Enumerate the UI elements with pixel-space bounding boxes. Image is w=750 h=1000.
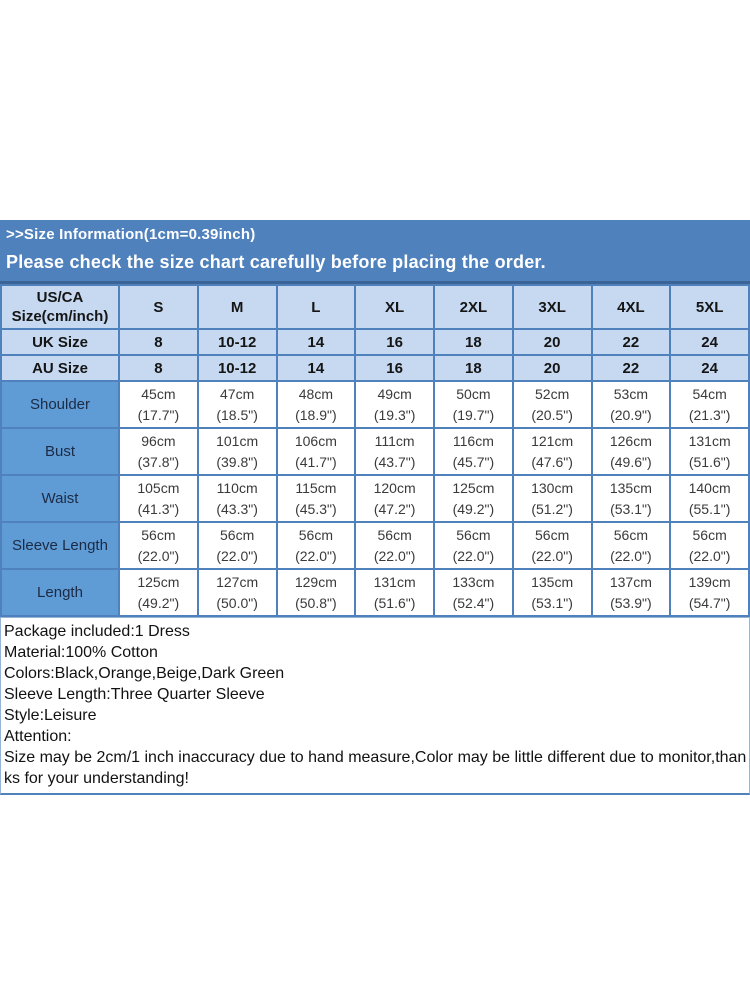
size-value-cell: 131cm (51.6") xyxy=(354,568,435,617)
measurement-row-sleeve-length: Sleeve Length 56cm (22.0") 56cm (22.0") … xyxy=(0,521,750,570)
size-value-cell: 56cm (22.0") xyxy=(590,521,672,570)
size-chart-table: US/CA Size(cm/inch) S M L XL 2XL 3XL 4XL… xyxy=(0,284,750,617)
size-col-header: 3XL xyxy=(511,284,593,330)
size-value-cell: 127cm (50.0") xyxy=(196,568,278,617)
size-col-header: L xyxy=(275,284,357,330)
measurement-row-length: Length 125cm (49.2") 127cm (50.0") 129cm… xyxy=(0,568,750,617)
row-label-cell: AU Size xyxy=(0,354,120,382)
size-col-header: 2XL xyxy=(433,284,514,330)
size-value-cell: 125cm (49.2") xyxy=(433,474,514,523)
size-col-header: 5XL xyxy=(669,284,750,330)
detail-sleeve-length: Sleeve Length:Three Quarter Sleeve xyxy=(4,686,265,703)
size-value-cell: 133cm (52.4") xyxy=(433,568,514,617)
au-size-cell: 20 xyxy=(511,354,593,382)
row-label-cell: Length xyxy=(0,568,120,617)
uk-size-row: UK Size 8 10-12 14 16 18 20 22 24 xyxy=(0,328,750,356)
measurement-row-shoulder: Shoulder 45cm (17.7") 47cm (18.5") 48cm … xyxy=(0,380,750,429)
top-whitespace xyxy=(0,0,750,220)
measurement-row-bust: Bust 96cm (37.8") 101cm (39.8") 106cm (4… xyxy=(0,427,750,476)
size-value-cell: 47cm (18.5") xyxy=(196,380,278,429)
size-value-cell: 56cm (22.0") xyxy=(354,521,435,570)
size-value-cell: 125cm (49.2") xyxy=(118,568,199,617)
size-value-cell: 56cm (22.0") xyxy=(275,521,357,570)
size-col-header: XL xyxy=(354,284,435,330)
uk-size-cell: 10-12 xyxy=(196,328,278,356)
size-value-cell: 56cm (22.0") xyxy=(433,521,514,570)
row-label-cell: Bust xyxy=(0,427,120,476)
uk-size-cell: 16 xyxy=(354,328,435,356)
size-value-cell: 48cm (18.9") xyxy=(275,380,357,429)
size-value-cell: 52cm (20.5") xyxy=(511,380,593,429)
uk-size-cell: 22 xyxy=(590,328,672,356)
au-size-cell: 22 xyxy=(590,354,672,382)
size-info-banner: >>Size Information(1cm=0.39inch) Please … xyxy=(0,220,750,284)
row-label-cell: Waist xyxy=(0,474,120,523)
size-value-cell: 120cm (47.2") xyxy=(354,474,435,523)
size-value-cell: 105cm (41.3") xyxy=(118,474,199,523)
size-value-cell: 106cm (41.7") xyxy=(275,427,357,476)
size-value-cell: 50cm (19.7") xyxy=(433,380,514,429)
banner-subtitle: Please check the size chart carefully be… xyxy=(6,252,546,272)
uk-size-cell: 20 xyxy=(511,328,593,356)
au-size-cell: 18 xyxy=(433,354,514,382)
banner-title: >>Size Information(1cm=0.39inch) xyxy=(6,226,256,243)
au-size-cell: 16 xyxy=(354,354,435,382)
detail-material: Material:100% Cotton xyxy=(4,644,158,661)
au-size-cell: 24 xyxy=(669,354,750,382)
detail-attention-text: Size may be 2cm/1 inch inaccuracy due to… xyxy=(4,749,747,787)
size-value-cell: 135cm (53.1") xyxy=(511,568,593,617)
uk-size-cell: 8 xyxy=(118,328,199,356)
size-value-cell: 139cm (54.7") xyxy=(669,568,750,617)
row-label-cell: UK Size xyxy=(0,328,120,356)
uk-size-cell: 18 xyxy=(433,328,514,356)
size-value-cell: 126cm (49.6") xyxy=(590,427,672,476)
size-value-cell: 137cm (53.9") xyxy=(590,568,672,617)
size-value-cell: 116cm (45.7") xyxy=(433,427,514,476)
size-header-row: US/CA Size(cm/inch) S M L XL 2XL 3XL 4XL… xyxy=(0,284,750,330)
size-value-cell: 131cm (51.6") xyxy=(669,427,750,476)
size-value-cell: 56cm (22.0") xyxy=(511,521,593,570)
corner-header-cell: US/CA Size(cm/inch) xyxy=(0,284,120,330)
size-value-cell: 101cm (39.8") xyxy=(196,427,278,476)
size-col-header: 4XL xyxy=(590,284,672,330)
size-value-cell: 115cm (45.3") xyxy=(275,474,357,523)
size-value-cell: 130cm (51.2") xyxy=(511,474,593,523)
au-size-row: AU Size 8 10-12 14 16 18 20 22 24 xyxy=(0,354,750,382)
size-value-cell: 56cm (22.0") xyxy=(669,521,750,570)
size-value-cell: 111cm (43.7") xyxy=(354,427,435,476)
size-value-cell: 56cm (22.0") xyxy=(118,521,199,570)
size-value-cell: 53cm (20.9") xyxy=(590,380,672,429)
detail-package: Package included:1 Dress xyxy=(4,623,190,640)
size-value-cell: 135cm (53.1") xyxy=(590,474,672,523)
size-value-cell: 54cm (21.3") xyxy=(669,380,750,429)
au-size-cell: 10-12 xyxy=(196,354,278,382)
size-col-header: S xyxy=(118,284,199,330)
row-label-cell: Shoulder xyxy=(0,380,120,429)
size-value-cell: 96cm (37.8") xyxy=(118,427,199,476)
detail-colors: Colors:Black,Orange,Beige,Dark Green xyxy=(4,665,285,682)
detail-attention-label: Attention: xyxy=(4,728,72,745)
detail-style: Style:Leisure xyxy=(4,707,97,724)
row-label-cell: Sleeve Length xyxy=(0,521,120,570)
size-col-header: M xyxy=(196,284,278,330)
size-value-cell: 140cm (55.1") xyxy=(669,474,750,523)
au-size-cell: 8 xyxy=(118,354,199,382)
product-details: Package included:1 Dress Material:100% C… xyxy=(0,617,750,795)
uk-size-cell: 24 xyxy=(669,328,750,356)
size-value-cell: 121cm (47.6") xyxy=(511,427,593,476)
size-value-cell: 56cm (22.0") xyxy=(196,521,278,570)
size-value-cell: 110cm (43.3") xyxy=(196,474,278,523)
size-value-cell: 129cm (50.8") xyxy=(275,568,357,617)
uk-size-cell: 14 xyxy=(275,328,357,356)
au-size-cell: 14 xyxy=(275,354,357,382)
measurement-row-waist: Waist 105cm (41.3") 110cm (43.3") 115cm … xyxy=(0,474,750,523)
size-value-cell: 45cm (17.7") xyxy=(118,380,199,429)
size-value-cell: 49cm (19.3") xyxy=(354,380,435,429)
